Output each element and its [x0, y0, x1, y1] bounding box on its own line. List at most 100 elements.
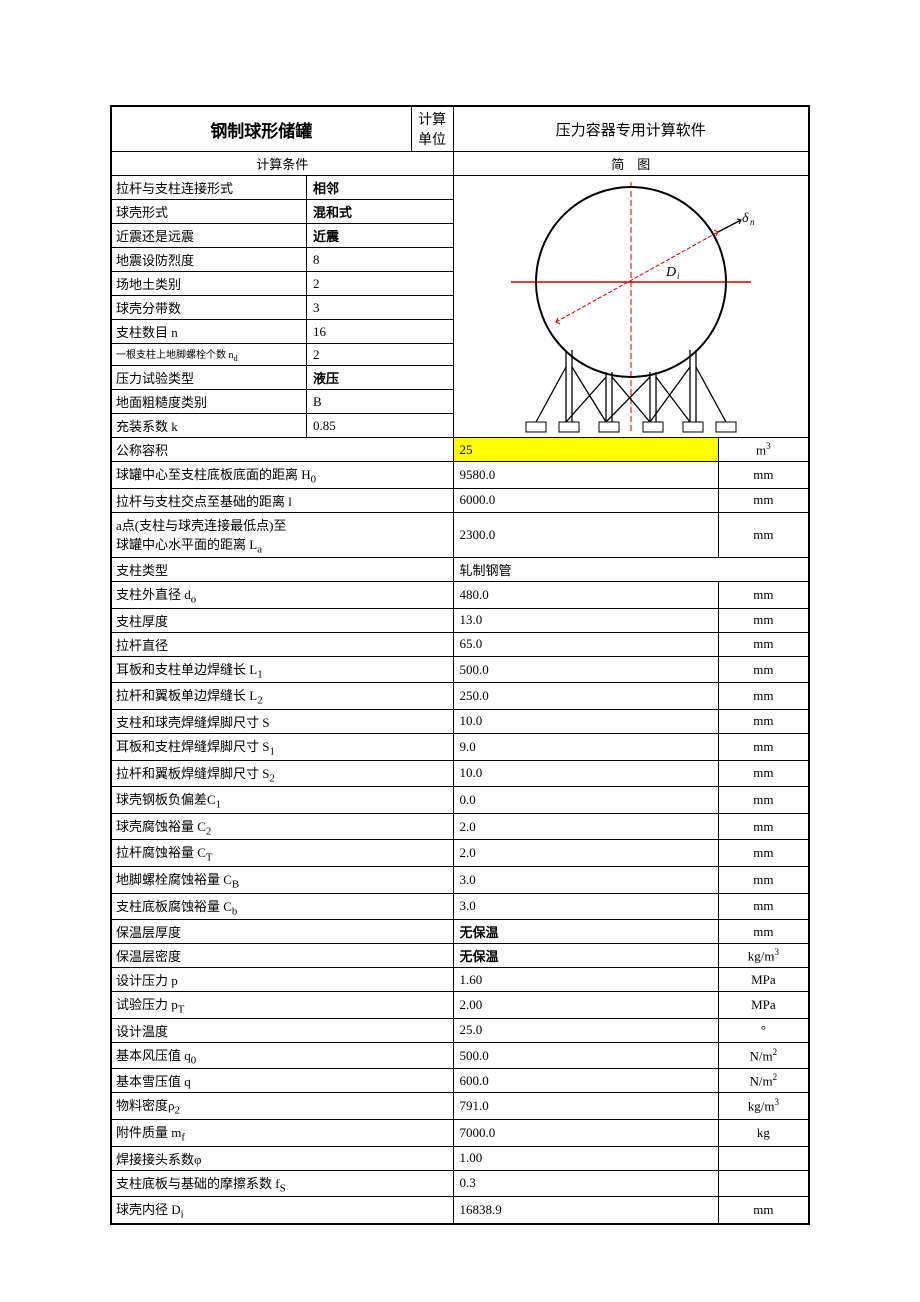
row-label: 物料密度ρ2 — [111, 1093, 453, 1120]
row-label: 试验压力 pT — [111, 992, 453, 1019]
row-value: 6000.0 — [453, 488, 718, 512]
label-quake: 地震设防烈度 — [111, 248, 306, 272]
row-unit: mm — [718, 893, 809, 920]
row-label: 拉杆腐蚀裕量 CT — [111, 840, 453, 867]
row-label: 球壳腐蚀裕量 C2 — [111, 813, 453, 840]
row-label: 支柱类型 — [111, 558, 453, 582]
row-label: 拉杆和翼板单边焊缝长 L2 — [111, 683, 453, 710]
label-near-far: 近震还是远震 — [111, 224, 306, 248]
data-row: 支柱底板腐蚀裕量 Cb3.0mm — [111, 893, 809, 920]
data-row: 设计压力 p1.60MPa — [111, 968, 809, 992]
row-value: 10.0 — [453, 709, 718, 733]
val-fill: 0.85 — [306, 414, 453, 438]
row-label: a点(支柱与球壳连接最低点)至球罐中心水平面的距离 La — [111, 512, 453, 558]
row-unit: mm — [718, 632, 809, 656]
row-unit: mm — [718, 787, 809, 814]
val-quake: 8 — [306, 248, 453, 272]
row-unit: N/m2 — [718, 1042, 809, 1069]
row-value: 2300.0 — [453, 512, 718, 558]
row-value: 2.00 — [453, 992, 718, 1019]
row-value: 轧制钢管 — [453, 558, 809, 582]
data-row: 附件质量 mf7000.0kg — [111, 1119, 809, 1146]
row-value: 7000.0 — [453, 1119, 718, 1146]
data-row: 支柱和球壳焊缝焊脚尺寸 S10.0mm — [111, 709, 809, 733]
row-value: 2.0 — [453, 813, 718, 840]
row-label: 支柱厚度 — [111, 608, 453, 632]
label-rod-conn: 拉杆与支柱连接形式 — [111, 176, 306, 200]
row-label: 支柱底板与基础的摩擦系数 fS — [111, 1170, 453, 1197]
val-soil: 2 — [306, 272, 453, 296]
row-value: 0.0 — [453, 787, 718, 814]
data-row: 支柱底板与基础的摩擦系数 fS0.3 — [111, 1170, 809, 1197]
row-value: 1.60 — [453, 968, 718, 992]
row-label: 支柱和球壳焊缝焊脚尺寸 S — [111, 709, 453, 733]
val-rod-conn: 相邻 — [306, 176, 453, 200]
row-unit: kg/m3 — [718, 944, 809, 968]
di-label: D — [665, 265, 676, 280]
row-unit: kg — [718, 1119, 809, 1146]
row-unit: kg/m3 — [718, 1093, 809, 1120]
diagram-area: δ n D i — [453, 176, 809, 438]
row-unit: mm — [718, 813, 809, 840]
row-value: 25.0 — [453, 1018, 718, 1042]
row-label: 球罐中心至支柱底板底面的距离 H0 — [111, 462, 453, 489]
data-row: 支柱外直径 do480.0mm — [111, 582, 809, 609]
software-name: 压力容器专用计算软件 — [453, 106, 809, 152]
row-unit: mm — [718, 840, 809, 867]
data-row: 基本风压值 q0500.0N/m2 — [111, 1042, 809, 1069]
label-soil: 场地土类别 — [111, 272, 306, 296]
tank-diagram: δ n D i — [466, 172, 796, 442]
row-value: 3.0 — [453, 893, 718, 920]
row-value: 250.0 — [453, 683, 718, 710]
val-bolts: 2 — [306, 344, 453, 366]
data-row: 拉杆腐蚀裕量 CT2.0mm — [111, 840, 809, 867]
calc-table: 钢制球形储罐 计算单位 压力容器专用计算软件 计算条件 简 图 拉杆与支柱连接形… — [110, 105, 810, 1225]
row-unit: mm — [718, 760, 809, 787]
calc-unit-label: 计算单位 — [411, 106, 453, 152]
row-label: 支柱底板腐蚀裕量 Cb — [111, 893, 453, 920]
row-value: 500.0 — [453, 656, 718, 683]
row-unit: mm — [718, 462, 809, 489]
data-row: 球罐中心至支柱底板底面的距离 H09580.0mm — [111, 462, 809, 489]
data-row: 支柱厚度13.0mm — [111, 608, 809, 632]
row-value: 480.0 — [453, 582, 718, 609]
row-unit: MPa — [718, 968, 809, 992]
delta-label: δ — [742, 211, 749, 226]
val-rough: B — [306, 390, 453, 414]
val-near-far: 近震 — [306, 224, 453, 248]
data-row: 支柱类型轧制钢管 — [111, 558, 809, 582]
row-unit: mm — [718, 920, 809, 944]
data-row: 耳板和支柱单边焊缝长 L1500.0mm — [111, 656, 809, 683]
data-row: 球壳钢板负偏差C10.0mm — [111, 787, 809, 814]
data-row: 保温层厚度无保温mm — [111, 920, 809, 944]
row-value: 600.0 — [453, 1069, 718, 1093]
row-unit: mm — [718, 512, 809, 558]
label-rough: 地面粗糙度类别 — [111, 390, 306, 414]
data-row: 地脚螺栓腐蚀裕量 CB3.0mm — [111, 866, 809, 893]
data-row: 球壳内径 Di16838.9mm — [111, 1197, 809, 1224]
row-unit: ° — [718, 1018, 809, 1042]
row-value: 2.0 — [453, 840, 718, 867]
row-value: 3.0 — [453, 866, 718, 893]
row-value: 500.0 — [453, 1042, 718, 1069]
data-row: 拉杆和翼板焊缝焊脚尺寸 S210.0mm — [111, 760, 809, 787]
row-value: 无保温 — [453, 920, 718, 944]
data-row: 基本雪压值 q600.0N/m2 — [111, 1069, 809, 1093]
row-unit: mm — [718, 608, 809, 632]
row-unit: mm — [718, 733, 809, 760]
row-label: 拉杆和翼板焊缝焊脚尺寸 S2 — [111, 760, 453, 787]
row-value: 65.0 — [453, 632, 718, 656]
row-label: 拉杆与支柱交点至基础的距离 l — [111, 488, 453, 512]
val-ptest: 液压 — [306, 366, 453, 390]
row-unit: mm — [718, 866, 809, 893]
data-row: 物料密度ρ2791.0kg/m3 — [111, 1093, 809, 1120]
row-label: 拉杆直径 — [111, 632, 453, 656]
data-row: 拉杆和翼板单边焊缝长 L2250.0mm — [111, 683, 809, 710]
row-value: 1.00 — [453, 1146, 718, 1170]
row-label: 球壳内径 Di — [111, 1197, 453, 1224]
svg-text:i: i — [677, 271, 680, 281]
val-pillars: 16 — [306, 320, 453, 344]
label-bolts: 一根支柱上地脚螺栓个数 nd — [111, 344, 306, 366]
val-shell-form: 混和式 — [306, 200, 453, 224]
row-label: 球壳钢板负偏差C1 — [111, 787, 453, 814]
